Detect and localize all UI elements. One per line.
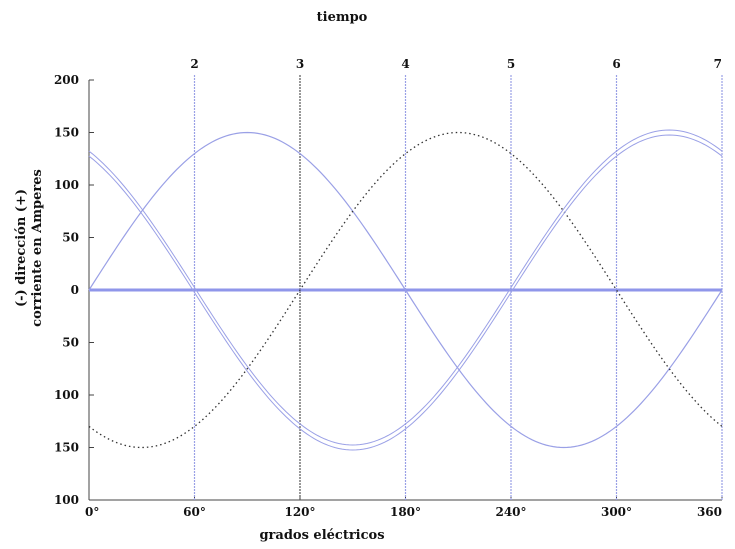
y-tick-label: 200 (54, 73, 79, 87)
x-tick-label: 300° (601, 505, 632, 519)
time-marker-label: 6 (612, 57, 620, 71)
y-tick-label: 150 (54, 126, 79, 140)
time-marker-label: 4 (401, 57, 409, 71)
y-tick-label: 100 (54, 178, 79, 192)
x-tick-label: 60° (183, 505, 206, 519)
x-axis-title: grados eléctricos (259, 528, 384, 543)
y-tick-label: 50 (62, 336, 79, 350)
plot-area: 200 150 100 50 0 50 100 150 100 0° 60° 120° 180° 240°… (54, 57, 723, 519)
series-line-3-outline (88, 134, 723, 451)
y-tick-label: 0 (71, 283, 79, 297)
x-tick-label: 180° (390, 505, 421, 519)
y-tick-label: 100 (54, 493, 79, 507)
time-marker-label: 5 (507, 57, 515, 71)
y-tick-label: 50 (62, 231, 79, 245)
x-tick-label: 120° (284, 505, 315, 519)
chart-title: tiempo (317, 10, 368, 25)
x-tick-label: 240° (495, 505, 526, 519)
y-axis-title-line-1: (-) dirección (+) (14, 189, 29, 307)
series-line-1 (88, 131, 723, 449)
y-tick-label: 150 (54, 441, 79, 455)
y-tick-label: 100 (54, 388, 79, 402)
time-marker-label: 7 (714, 57, 722, 71)
series-line-3 (88, 129, 723, 446)
time-marker-label: 3 (296, 57, 304, 71)
y-axis-title-line-2: corriente en Amperes (30, 169, 45, 327)
x-tick-label: 0° (85, 505, 99, 519)
time-marker-label: 2 (190, 57, 198, 71)
x-tick-label: 360 (697, 505, 722, 519)
